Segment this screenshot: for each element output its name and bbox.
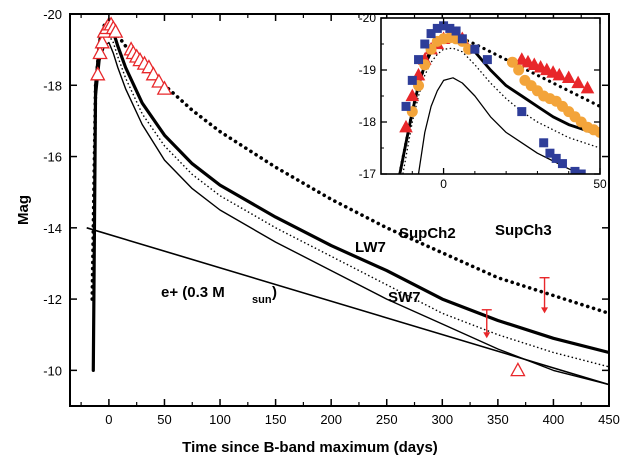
- inset-square-point: [576, 169, 586, 174]
- annotation-supch2: SupCh2: [399, 225, 456, 242]
- x-tick-label: 100: [209, 412, 231, 427]
- inset-square-point: [517, 107, 527, 117]
- inset-circle-point: [594, 126, 600, 138]
- observation-point: [151, 73, 167, 88]
- chart-labels: SupCh2 SupCh3 LW7 SW7 e+ (0.3 M sun): [161, 222, 552, 306]
- x-tick-label: 250: [376, 412, 398, 427]
- inset-square-point: [407, 75, 417, 85]
- annotation-close-paren: ): [272, 284, 277, 301]
- inset-plot: 0 50 -20 -19 -18 -17: [359, 11, 607, 191]
- x-tick-label: 50: [157, 412, 171, 427]
- inset-triangle-point: [561, 70, 576, 83]
- inset-triangle-point: [552, 67, 567, 81]
- inset-series-line-2: [402, 47, 600, 174]
- y-tick-label: -20: [43, 7, 62, 22]
- inset-triangle-point: [580, 80, 595, 94]
- inset-square-point: [445, 23, 455, 33]
- inset-square-point: [551, 153, 561, 163]
- inset-x-tick-label: 50: [593, 177, 607, 191]
- inset-square-point: [570, 166, 580, 174]
- inset-square-point: [426, 29, 436, 39]
- y-tick-label: -14: [43, 221, 62, 236]
- annotation-sun-subscript: sun: [252, 294, 272, 306]
- upper-limit-arrowhead: [483, 332, 491, 339]
- observation-point: [107, 23, 124, 38]
- observation-point: [90, 66, 106, 81]
- inset-square-point: [557, 159, 567, 169]
- x-tick-label: 0: [105, 412, 112, 427]
- x-axis-label: Time since B-band maximum (days): [182, 439, 438, 456]
- x-tick-label: 200: [320, 412, 342, 427]
- inset-square-point: [439, 21, 449, 31]
- inset-square-point: [470, 44, 480, 54]
- inset-y-tick-label: -17: [359, 167, 377, 181]
- inset-square-point: [457, 34, 467, 44]
- inset-square-point: [451, 26, 461, 36]
- upper-limit-arrowhead: [541, 307, 549, 314]
- inset-circle-point: [513, 64, 525, 76]
- inset-y-tick-label: -19: [359, 63, 377, 77]
- annotation-supch3: SupCh3: [495, 222, 552, 239]
- inset-series-layer: [398, 21, 600, 174]
- inset-triangle-point: [571, 75, 585, 89]
- inset-square-point: [432, 23, 442, 33]
- inset-square-point: [545, 148, 555, 158]
- x-tick-label: 450: [598, 412, 620, 427]
- x-tick-label: 150: [265, 412, 287, 427]
- inset-square-point: [420, 39, 430, 49]
- annotation-lw7: LW7: [355, 239, 386, 256]
- main-plot-frame: [69, 13, 610, 407]
- main-plot: 0 50 100 150 200 250 300 350 400 450 -20 -18 -16 -14 -…: [15, 7, 620, 456]
- inset-series-line-3: [417, 77, 582, 174]
- observation-point: [510, 362, 526, 377]
- inset-circle-point: [506, 56, 518, 68]
- series-line-4: [86, 227, 609, 386]
- inset-y-tick-label: -18: [359, 115, 377, 129]
- y-axis-label: Mag: [15, 195, 32, 225]
- inset-y-tick-label: -20: [359, 11, 377, 25]
- inset-square-point: [482, 55, 492, 65]
- observation-point: [145, 66, 162, 81]
- observation-point: [94, 34, 110, 49]
- y-tick-label: -18: [43, 78, 62, 93]
- y-tick-label: -16: [43, 150, 62, 165]
- main-series-layer: [86, 16, 609, 386]
- inset-triangle-point: [399, 119, 413, 133]
- annotation-eplus: e+ (0.3 M: [161, 284, 225, 301]
- inset-square-point: [539, 138, 549, 148]
- inset-square-point: [414, 55, 424, 65]
- x-tick-label: 400: [543, 412, 565, 427]
- y-tick-label: -12: [43, 292, 62, 307]
- observation-point: [156, 80, 173, 95]
- x-tick-label: 350: [487, 412, 509, 427]
- y-tick-label: -10: [43, 363, 62, 378]
- x-tick-label: 300: [431, 412, 453, 427]
- inset-square-point: [401, 101, 411, 111]
- inset-x-tick-label: 0: [440, 177, 447, 191]
- observation-point: [92, 44, 108, 60]
- inset-triangle-point: [405, 88, 420, 102]
- annotation-sw7: SW7: [388, 289, 421, 306]
